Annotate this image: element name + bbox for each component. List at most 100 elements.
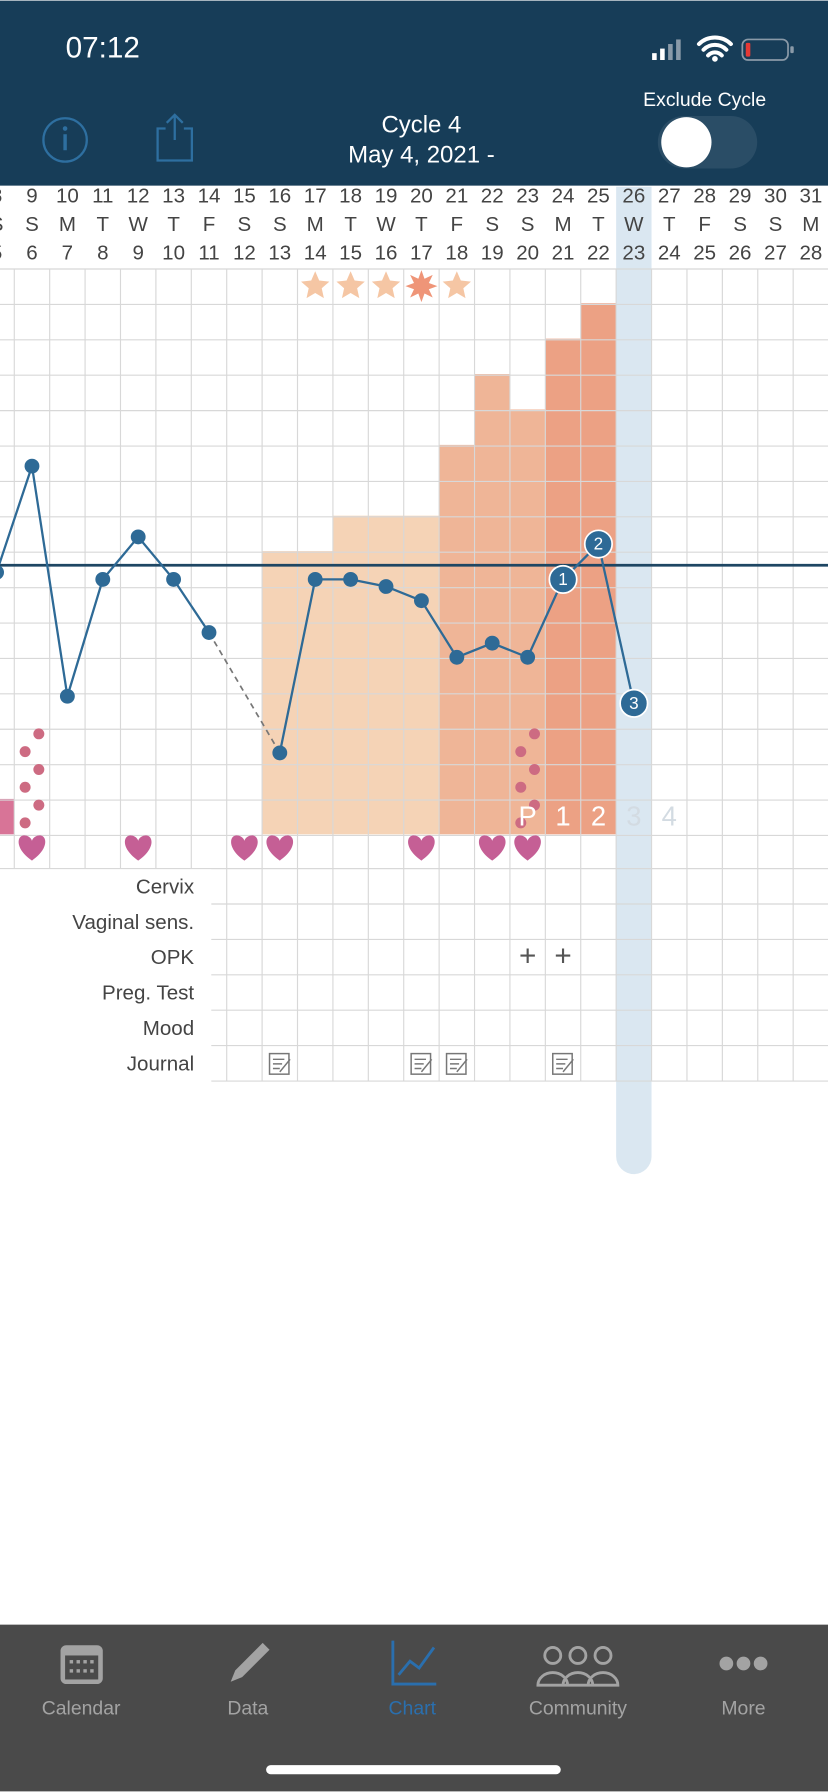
date: 27	[764, 242, 787, 265]
temperature-point	[520, 649, 536, 665]
ovulation-star	[301, 271, 330, 299]
cycle-day: 10	[56, 184, 79, 207]
weekday: W	[376, 213, 396, 236]
date: 5	[0, 242, 2, 265]
cycle-day: 11	[92, 184, 113, 207]
cycle-day: 22	[481, 184, 504, 207]
date: 9	[132, 242, 143, 265]
cycle-day: 15	[233, 184, 256, 207]
ovulation-burst	[405, 270, 438, 303]
temperature-point	[24, 458, 40, 474]
tab-label[interactable]: Chart	[389, 1697, 437, 1719]
ovulation-star	[371, 271, 401, 299]
spotting-dot	[19, 817, 31, 829]
weekday: T	[415, 213, 428, 236]
weekday: W	[624, 213, 644, 236]
tab-label[interactable]: More	[721, 1697, 765, 1719]
weekday: S	[238, 213, 252, 236]
date: 22	[587, 242, 610, 265]
intercourse-heart	[124, 835, 152, 861]
phase-label: 2	[591, 801, 606, 832]
calendar-icon[interactable]	[60, 1645, 103, 1685]
share-button[interactable]	[156, 113, 194, 162]
community-icon[interactable]	[536, 1646, 620, 1687]
temperature-point	[59, 688, 75, 704]
weekday: F	[698, 213, 711, 236]
info-button[interactable]	[42, 117, 88, 163]
cycle-day: 17	[304, 184, 327, 207]
date: 17	[410, 242, 433, 265]
spotting-dots	[19, 728, 45, 829]
weekday: S	[769, 213, 783, 236]
date: 24	[658, 242, 681, 265]
cycle-day: 16	[268, 184, 291, 207]
temperature-point	[343, 571, 359, 587]
weekday: T	[663, 213, 676, 236]
fertility-bar	[332, 515, 369, 835]
more-icon[interactable]	[719, 1656, 768, 1671]
spotting-dot	[529, 728, 540, 740]
row-label: Preg. Test	[102, 982, 194, 1005]
fertility-bar	[580, 303, 617, 835]
cycle-day: 9	[26, 184, 37, 207]
temperature-point-label: 2	[594, 534, 604, 554]
weekday: S	[521, 213, 535, 236]
date: 8	[97, 242, 108, 265]
weekday: T	[344, 213, 357, 236]
tab-label[interactable]: Community	[529, 1697, 627, 1719]
spotting-dot	[33, 799, 45, 811]
row-label: Vaginal sens.	[72, 911, 194, 934]
tab-label[interactable]: Data	[227, 1697, 268, 1719]
weekday: M	[307, 213, 324, 236]
date: 26	[729, 242, 752, 265]
row-label: Journal	[127, 1052, 194, 1075]
date: 19	[481, 242, 504, 265]
date: 28	[799, 242, 822, 265]
opk-result: +	[519, 940, 536, 973]
weekday: W	[128, 213, 148, 236]
phase-label: 1	[555, 801, 570, 832]
date: 11	[198, 242, 219, 265]
data-icon[interactable]	[230, 1642, 270, 1682]
temperature-point	[378, 579, 394, 594]
tab-label[interactable]: Calendar	[42, 1697, 121, 1719]
spotting-dot	[529, 799, 540, 811]
journal-lines	[272, 1058, 291, 1073]
cycle-subtitle: May 4, 2021 -	[348, 141, 495, 168]
temperature-point	[583, 529, 614, 559]
weekday: S	[273, 213, 287, 236]
temperature-point	[95, 571, 111, 587]
cycle-day: 24	[552, 184, 575, 207]
ovulation-star	[336, 271, 365, 299]
spotting-dot	[33, 763, 45, 775]
toggle-label: Exclude Cycle	[643, 89, 766, 111]
cycle-day: 18	[339, 184, 362, 207]
fertility-bar	[474, 374, 510, 835]
weekday: F	[203, 213, 216, 236]
weekday: S	[0, 213, 3, 236]
cycle-day: 26	[622, 184, 645, 207]
weekday: M	[554, 213, 571, 236]
cycle-day: 14	[198, 184, 221, 207]
weekday: S	[733, 213, 747, 236]
intercourse-heart	[514, 835, 541, 861]
date: 14	[304, 242, 327, 265]
chart-icon[interactable]	[391, 1640, 437, 1686]
temperature-point	[201, 625, 217, 640]
weekday: M	[59, 213, 76, 236]
temperature-point-label: 1	[558, 569, 568, 589]
weekday: M	[802, 213, 819, 236]
temperature-point	[548, 564, 578, 594]
exclude-toggle[interactable]	[657, 115, 758, 169]
intercourse-heart	[231, 835, 258, 861]
temperature-point	[272, 745, 288, 761]
status-time: 07:12	[66, 32, 140, 65]
intercourse-heart	[408, 835, 435, 861]
phase-label: P	[518, 801, 536, 832]
phase-label: 3	[626, 801, 641, 832]
fertility-bar	[509, 409, 546, 835]
journal-page	[268, 1052, 290, 1075]
temperature-point	[414, 593, 429, 609]
spotting-dot	[19, 746, 31, 758]
date: 23	[622, 242, 645, 265]
